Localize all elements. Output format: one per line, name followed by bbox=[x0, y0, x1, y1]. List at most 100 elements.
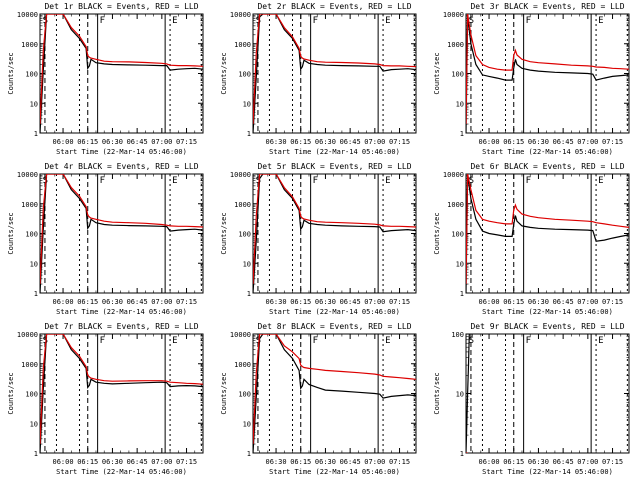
x-tick-label: 06:15 bbox=[77, 298, 98, 306]
x-tick-label: 07:15 bbox=[176, 458, 197, 466]
y-tick-label: 10000 bbox=[443, 11, 464, 19]
detector-chart-3: Det 3r BLACK = Events, RED = LLD 1 10 100 10… bbox=[433, 2, 630, 156]
events-series-line bbox=[466, 175, 629, 293]
y-axis-label: Counts/sec bbox=[433, 212, 441, 254]
y-tick-label: 10 bbox=[456, 260, 464, 268]
interval-marker-f: F bbox=[526, 336, 531, 346]
x-tick-label: 06:30 bbox=[266, 138, 287, 146]
chart-title: Det 1r BLACK = Events, RED = LLD bbox=[44, 2, 198, 11]
x-tick-label: 06:00 bbox=[53, 138, 74, 146]
x-tick-label: 07:00 bbox=[151, 298, 172, 306]
x-tick-label: 06:00 bbox=[53, 298, 74, 306]
plot-frame bbox=[39, 333, 204, 454]
events-series-line bbox=[253, 174, 416, 293]
y-tick-label: 10 bbox=[456, 391, 464, 399]
y-tick-label: 10000 bbox=[230, 171, 251, 179]
x-tick-label: 06:30 bbox=[266, 298, 287, 306]
lld-series-line bbox=[40, 174, 203, 285]
plot-frame bbox=[465, 13, 630, 134]
interval-marker-s: S bbox=[469, 16, 474, 26]
y-tick-label: 100 bbox=[25, 391, 38, 399]
x-tick-label: 07:15 bbox=[602, 298, 623, 306]
x-tick-label: 07:15 bbox=[176, 138, 197, 146]
y-tick-label: 100 bbox=[25, 71, 38, 79]
y-tick-label: 100 bbox=[451, 331, 464, 339]
plot-frame bbox=[252, 173, 417, 294]
interval-marker-f: F bbox=[313, 176, 318, 186]
y-tick-label: 1 bbox=[460, 130, 464, 138]
x-tick-label: 07:00 bbox=[577, 458, 598, 466]
plot-frame bbox=[465, 333, 630, 454]
y-tick-label: 10 bbox=[243, 420, 251, 428]
interval-marker-f: F bbox=[313, 16, 318, 26]
interval-marker-f: F bbox=[526, 16, 531, 26]
y-tick-label: 1 bbox=[247, 130, 251, 138]
interval-marker-e: E bbox=[385, 16, 390, 26]
x-tick-label: 06:45 bbox=[340, 298, 361, 306]
chart-title: Det 4r BLACK = Events, RED = LLD bbox=[44, 162, 198, 171]
x-tick-label: 06:15 bbox=[503, 458, 524, 466]
x-tick-label: 06:30 bbox=[266, 458, 287, 466]
x-axis-label: Start Time (22-Mar-14 05:46:00) bbox=[482, 148, 613, 156]
x-tick-label: 06:15 bbox=[290, 298, 311, 306]
detector-chart-6: Det 6r BLACK = Events, RED = LLD 1 10 100 10… bbox=[433, 162, 630, 316]
y-tick-label: 10000 bbox=[17, 11, 38, 19]
lld-series-line bbox=[466, 14, 629, 125]
y-tick-label: 100 bbox=[25, 231, 38, 239]
y-tick-label: 1 bbox=[247, 290, 251, 298]
detector-chart-5: Det 5r BLACK = Events, RED = LLD 1 10 100 10… bbox=[220, 162, 417, 316]
y-tick-label: 100 bbox=[451, 231, 464, 239]
interval-marker-e: E bbox=[385, 176, 390, 186]
plot-frame bbox=[39, 13, 204, 134]
x-axis-label: Start Time (22-Mar-14 05:46:00) bbox=[56, 308, 187, 316]
lld-series-line bbox=[253, 14, 416, 125]
y-tick-label: 10 bbox=[243, 100, 251, 108]
detector-chart-9: Det 9r BLACK = Events, RED = LLD 1 10 100 06… bbox=[433, 322, 630, 476]
x-tick-label: 06:15 bbox=[77, 138, 98, 146]
y-axis-label: Counts/sec bbox=[7, 372, 15, 414]
events-series-line bbox=[253, 14, 416, 133]
y-tick-label: 1000 bbox=[447, 41, 464, 49]
x-tick-label: 06:30 bbox=[102, 138, 123, 146]
y-tick-label: 1000 bbox=[234, 41, 251, 49]
x-tick-label: 06:00 bbox=[479, 458, 500, 466]
interval-marker-s: S bbox=[43, 16, 48, 26]
plot-frame bbox=[39, 173, 204, 294]
detector-chart-1: Det 1r BLACK = Events, RED = LLD 1 10 100 10… bbox=[7, 2, 204, 156]
interval-marker-e: E bbox=[598, 176, 603, 186]
y-axis-label: Counts/sec bbox=[220, 372, 228, 414]
x-tick-label: 06:30 bbox=[315, 138, 336, 146]
y-axis-label: Counts/sec bbox=[7, 212, 15, 254]
plot-frame bbox=[252, 333, 417, 454]
chart-title: Det 5r BLACK = Events, RED = LLD bbox=[257, 162, 411, 171]
chart-title: Det 8r BLACK = Events, RED = LLD bbox=[257, 322, 411, 331]
y-axis-label: Counts/sec bbox=[220, 212, 228, 254]
y-tick-label: 10 bbox=[30, 260, 38, 268]
y-axis-label: Counts/sec bbox=[433, 372, 441, 414]
x-tick-label: 06:30 bbox=[315, 458, 336, 466]
chart-title: Det 3r BLACK = Events, RED = LLD bbox=[470, 2, 624, 11]
x-tick-label: 06:15 bbox=[77, 458, 98, 466]
x-tick-label: 07:15 bbox=[389, 458, 410, 466]
detector-chart-2: Det 2r BLACK = Events, RED = LLD 1 10 100 10… bbox=[220, 2, 417, 156]
x-tick-label: 06:30 bbox=[528, 298, 549, 306]
events-series-line bbox=[253, 334, 416, 453]
x-tick-label: 07:00 bbox=[364, 298, 385, 306]
x-tick-label: 06:30 bbox=[528, 458, 549, 466]
x-tick-label: 06:30 bbox=[102, 298, 123, 306]
x-axis-label: Start Time (22-Mar-14 05:46:00) bbox=[56, 148, 187, 156]
interval-marker-s: S bbox=[256, 336, 261, 346]
x-axis-label: Start Time (22-Mar-14 05:46:00) bbox=[269, 148, 400, 156]
x-tick-label: 07:15 bbox=[176, 298, 197, 306]
lld-series-line bbox=[40, 14, 203, 125]
y-tick-label: 10 bbox=[456, 100, 464, 108]
chart-title: Det 2r BLACK = Events, RED = LLD bbox=[257, 2, 411, 11]
x-tick-label: 06:45 bbox=[127, 458, 148, 466]
lld-series-line bbox=[466, 174, 629, 285]
y-tick-label: 10000 bbox=[443, 171, 464, 179]
interval-marker-e: E bbox=[172, 176, 177, 186]
interval-marker-e: E bbox=[598, 16, 603, 26]
interval-marker-f: F bbox=[526, 176, 531, 186]
x-tick-label: 06:30 bbox=[102, 458, 123, 466]
